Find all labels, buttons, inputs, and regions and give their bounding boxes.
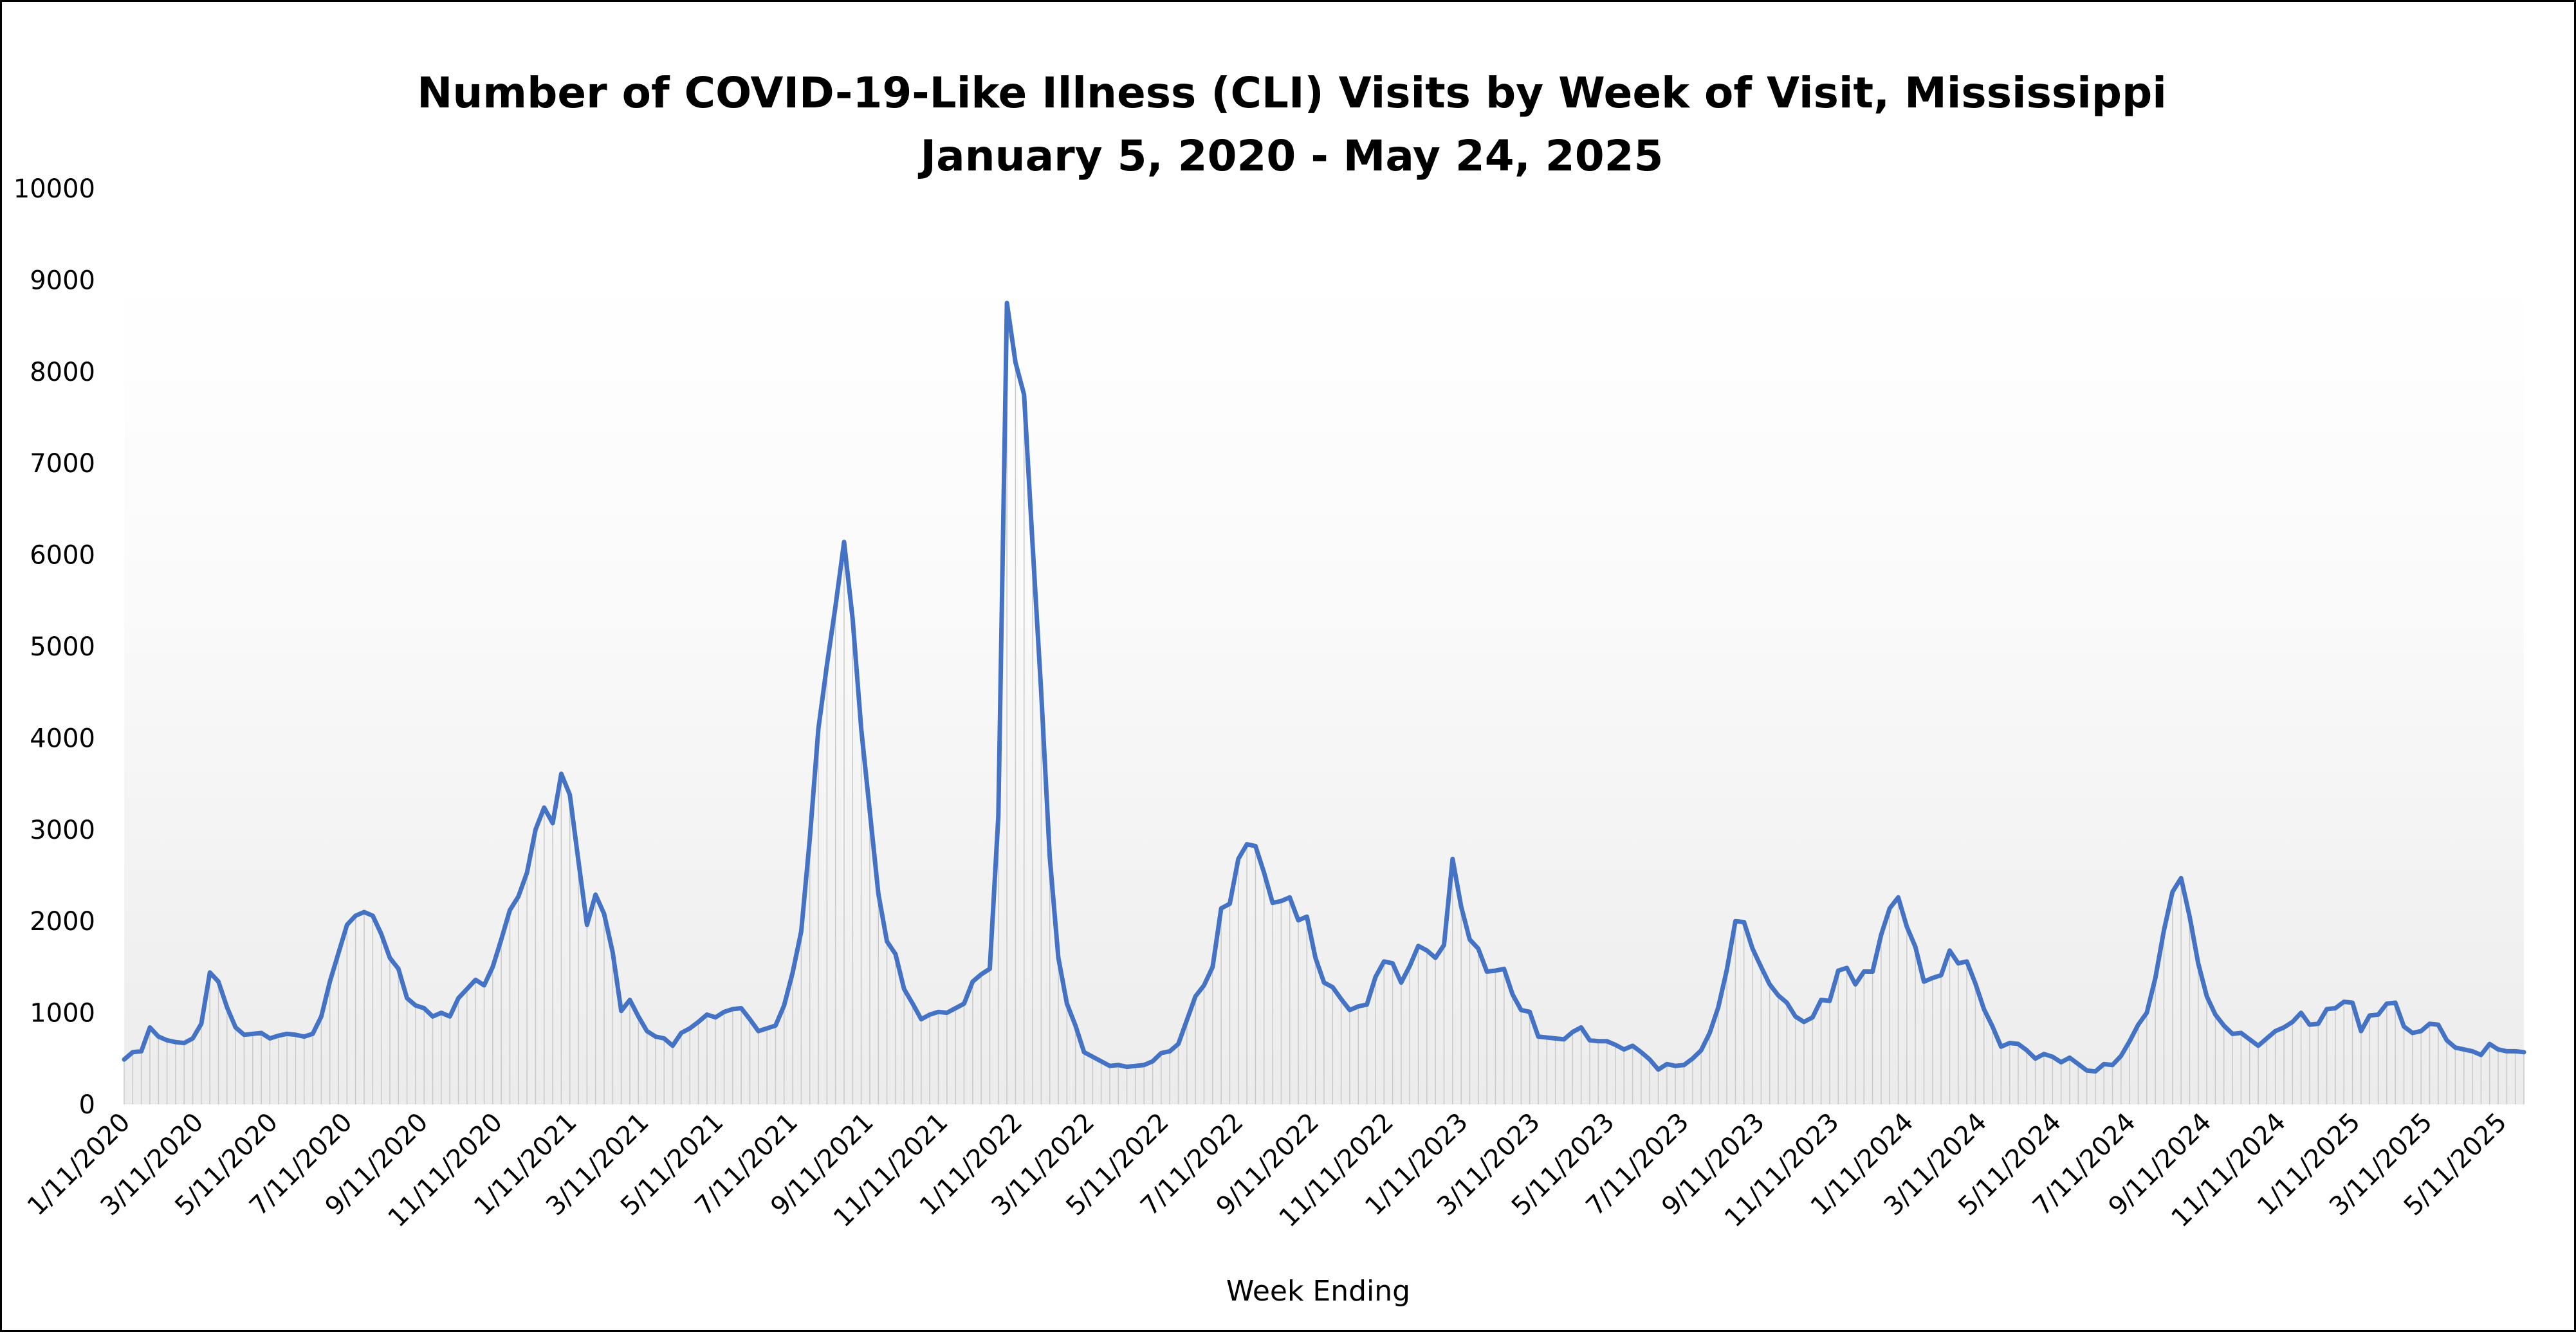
chart-title: Number of COVID-19-Like Illness (CLI) Vi…	[417, 68, 2167, 118]
y-tick-label: 2000	[30, 907, 95, 937]
y-tick-label: 7000	[30, 449, 95, 479]
y-tick-label: 8000	[30, 358, 95, 387]
y-axis: 0 1000 2000 3000 4000 5000 6000 7000 8000 9000 100…	[14, 174, 95, 1120]
y-tick-label: 0	[79, 1090, 95, 1120]
drop-lines	[124, 303, 2525, 1104]
x-axis: 1/11/20203/11/20205/11/20207/11/20209/11…	[22, 1108, 2513, 1234]
y-tick-label: 1000	[30, 999, 95, 1028]
y-tick-label: 6000	[30, 541, 95, 571]
y-tick-label: 3000	[30, 816, 95, 845]
x-axis-title: Week Ending	[1226, 1275, 1410, 1308]
chart-subtitle: January 5, 2020 - May 24, 2025	[918, 131, 1664, 181]
plot-area	[124, 272, 2524, 1104]
y-tick-label: 5000	[30, 632, 95, 662]
y-tick-label: 9000	[30, 266, 95, 295]
y-tick-label: 10000	[14, 174, 95, 204]
series-line	[122, 300, 2526, 1074]
y-tick-label: 4000	[30, 724, 95, 753]
